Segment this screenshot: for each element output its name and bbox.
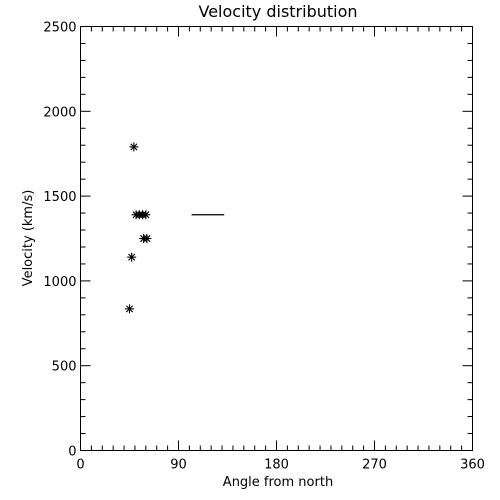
axis-ticks [80,26,473,451]
data-point [127,252,137,262]
y-tick-label: 1500 [43,190,76,205]
x-tick-label: 360 [460,458,485,473]
data-points [125,142,225,314]
data-point [141,210,151,220]
y-tick-label: 2000 [43,105,76,120]
y-tick-label: 1000 [43,275,76,290]
x-tick-label: 270 [362,458,387,473]
data-point [129,142,139,152]
x-axis-label: Angle from north [223,475,333,490]
x-tick-label: 180 [264,458,289,473]
y-tick-label: 0 [68,445,76,460]
y-axis-label: Velocity (km/s) [21,190,36,287]
data-point [142,234,152,243]
y-tick-label: 500 [52,360,77,375]
chart-title: Velocity distribution [198,2,357,21]
x-tick-label: 0 [76,458,84,473]
axis-tick-labels: 0 90 180 270 360 0 500 1000 1500 2000 2500 [43,21,485,473]
data-point [125,304,134,314]
x-tick-label: 90 [170,458,187,473]
y-tick-label: 2500 [43,21,76,36]
